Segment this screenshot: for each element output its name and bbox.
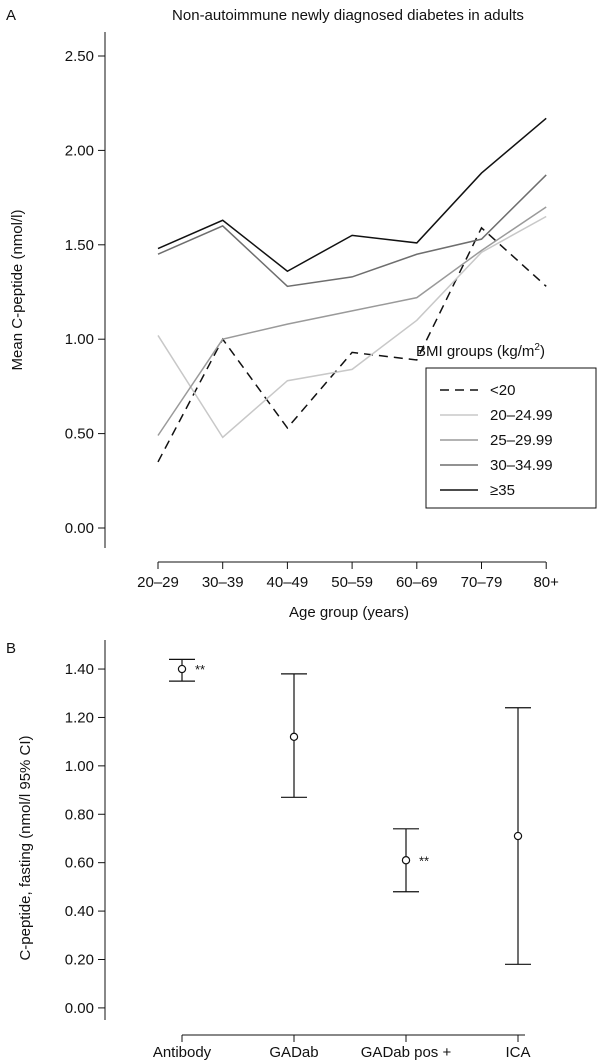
panel-a-x-axis-label: Age group (years): [289, 604, 409, 621]
mean-marker: [289, 732, 299, 742]
significance-annotation: **: [195, 662, 205, 677]
x-tick-label: 50–59: [331, 574, 373, 591]
legend-title: BMI groups (kg/m2): [416, 342, 545, 360]
x-tick-label: GADab pos +: [361, 1044, 452, 1061]
x-tick-label: 40–49: [267, 574, 309, 591]
panel-a: A Non-autoimmune newly diagnosed diabete…: [6, 7, 597, 621]
series-line: [157, 206, 547, 436]
series-line: [157, 174, 547, 288]
panel-a-series-lines: [157, 117, 547, 463]
panel-a-x-ticks: 20–29 30–39 40–49 50–59 60–69 70–79 80+: [137, 562, 559, 591]
x-tick-label: 20–29: [137, 574, 179, 591]
x-tick-label: 60–69: [396, 574, 438, 591]
y-tick-label: 1.00: [65, 758, 94, 775]
x-tick-label: 70–79: [461, 574, 503, 591]
legend-title-superscript: 2: [534, 342, 540, 353]
panel-b-y-axis-label: C-peptide, fasting (nmol/l 95% CI): [17, 735, 34, 960]
panel-a-title: Non-autoimmune newly diagnosed diabetes …: [172, 7, 524, 24]
x-tick-label: Antibody: [153, 1044, 212, 1061]
y-tick-label: 0.20: [65, 951, 94, 968]
y-tick-label: 1.50: [65, 237, 94, 254]
series-line: [157, 117, 547, 273]
mean-marker: [177, 664, 187, 674]
x-tick-label: ICA: [505, 1044, 530, 1061]
y-tick-label: 0.80: [65, 806, 94, 823]
legend-title-close: ): [540, 343, 545, 360]
panel-b-x-ticks: AntibodynegativeGADabpositive onlyGADab …: [153, 1035, 560, 1064]
y-tick-label: 1.40: [65, 661, 94, 678]
y-tick-label: 1.20: [65, 709, 94, 726]
legend-label: 25–29.99: [490, 432, 553, 449]
panel-b-y-ticks: 0.00 0.20 0.40 0.60 0.80 1.00 1.20 1.40: [65, 661, 105, 1017]
y-tick-label: 2.00: [65, 142, 94, 159]
y-tick-label: 0.40: [65, 903, 94, 920]
legend-entries: <20 20–24.99 25–29.99 30–34.99 ≥35: [440, 382, 553, 499]
y-tick-label: 0.00: [65, 1000, 94, 1017]
legend-label: <20: [490, 382, 515, 399]
x-tick-label: GADab: [269, 1044, 318, 1061]
mean-marker: [401, 856, 411, 865]
y-tick-label: 2.50: [65, 48, 94, 65]
legend-label: ≥35: [490, 482, 515, 499]
x-tick-label: 30–39: [202, 574, 244, 591]
mean-marker: [513, 831, 523, 841]
panel-b-label: B: [6, 640, 16, 657]
y-tick-label: 0.50: [65, 426, 94, 443]
panel-a-label: A: [6, 7, 16, 24]
panel-a-y-axis-label: Mean C-peptide (nmol/l): [9, 210, 26, 371]
legend-box: [425, 367, 597, 509]
significance-annotation: **: [419, 853, 429, 868]
panel-b-error-bars: ** **: [169, 658, 531, 965]
panel-b: B C-peptide, fasting (nmol/l 95% CI) 0.0…: [6, 640, 560, 1064]
y-tick-label: 1.00: [65, 331, 94, 348]
panel-a-y-ticks: 0.00 0.50 1.00 1.50 2.00 2.50: [65, 48, 105, 537]
legend-title-text: BMI groups (kg/m: [416, 343, 534, 360]
legend-label: 20–24.99: [490, 407, 553, 424]
y-tick-label: 0.60: [65, 855, 94, 872]
y-tick-label: 0.00: [65, 520, 94, 537]
x-tick-label: 80+: [533, 574, 559, 591]
legend-label: 30–34.99: [490, 457, 553, 474]
series-line: [157, 215, 547, 439]
